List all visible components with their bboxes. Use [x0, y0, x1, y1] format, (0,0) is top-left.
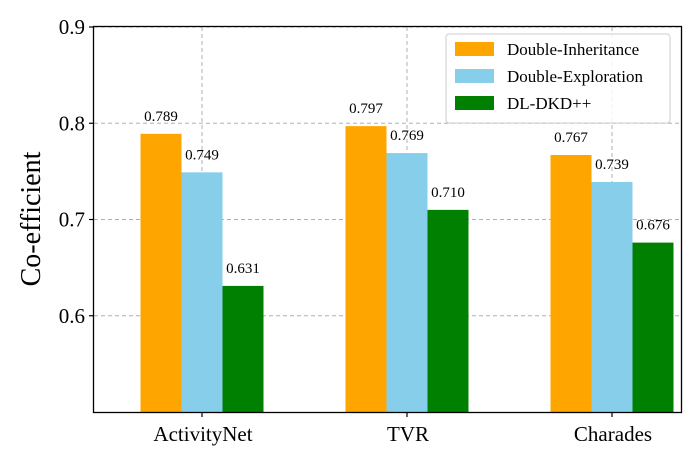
data-label: 0.797 [349, 101, 383, 117]
bar [386, 153, 428, 412]
data-label: 0.767 [554, 130, 588, 146]
legend-box [445, 33, 671, 124]
bar [591, 181, 633, 412]
y-tick-label: 0.7 [59, 208, 85, 232]
data-label: 0.676 [636, 218, 670, 234]
bar [632, 242, 674, 412]
data-label: 0.749 [185, 147, 219, 163]
y-axis-title: Co-efficient [16, 151, 47, 286]
bars [140, 126, 674, 412]
y-tick-label: 0.9 [59, 15, 85, 39]
x-tick-label: ActivityNet [153, 422, 252, 446]
legend-swatch [455, 42, 494, 56]
data-labels: 0.789 0.797 0.767 0.749 0.769 0.739 0.631 0.710… [144, 101, 670, 277]
data-label: 0.631 [226, 261, 260, 277]
bar [222, 285, 264, 412]
y-axis-ticks: 0.6 0.7 0.8 0.9 [59, 15, 94, 328]
legend-swatch [455, 69, 494, 83]
legend-swatch [455, 96, 494, 110]
x-tick-label: TVR [387, 422, 429, 446]
x-axis-ticks: ActivityNet TVR Charades [153, 412, 652, 446]
data-label: 0.739 [595, 157, 629, 173]
data-label: 0.769 [390, 128, 424, 144]
y-tick-label: 0.6 [59, 304, 85, 328]
x-tick-label: Charades [574, 422, 652, 446]
bar [140, 133, 182, 412]
legend-label: DL-DKD++ [507, 94, 591, 113]
bar [427, 209, 469, 412]
bar [550, 155, 592, 412]
data-label: 0.789 [144, 109, 178, 125]
y-tick-label: 0.8 [59, 111, 85, 135]
legend-label: Double-Exploration [507, 67, 643, 86]
legend: Double-Inheritance Double-Exploration DL-D… [445, 33, 671, 124]
data-label: 0.710 [431, 185, 465, 201]
legend-label: Double-Inheritance [507, 40, 639, 59]
bar [181, 172, 223, 412]
bar [345, 126, 387, 412]
